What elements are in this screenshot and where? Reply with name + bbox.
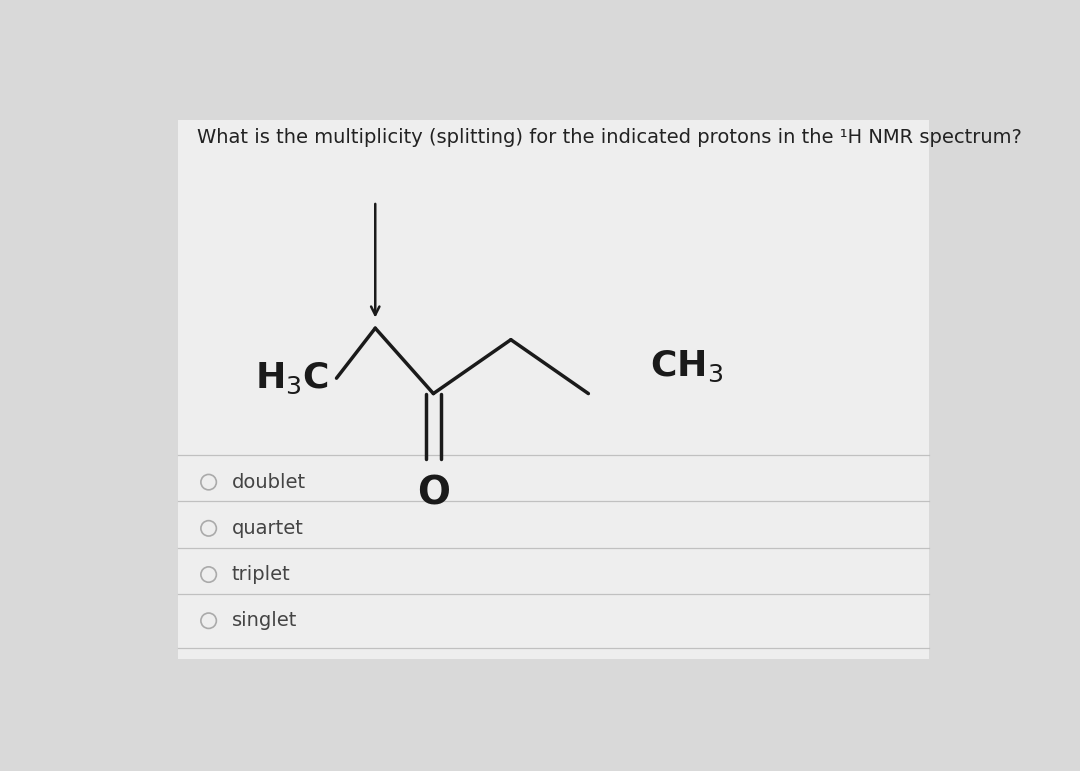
FancyBboxPatch shape	[177, 120, 930, 659]
Text: CH$_3$: CH$_3$	[650, 349, 724, 384]
Text: singlet: singlet	[232, 611, 297, 630]
Text: O: O	[417, 474, 450, 513]
Text: H$_3$C: H$_3$C	[255, 361, 329, 396]
Text: triplet: triplet	[232, 565, 291, 584]
Text: doublet: doublet	[232, 473, 306, 492]
Text: quartet: quartet	[232, 519, 303, 538]
Text: What is the multiplicity (splitting) for the indicated protons in the ¹H NMR spe: What is the multiplicity (splitting) for…	[197, 128, 1022, 147]
